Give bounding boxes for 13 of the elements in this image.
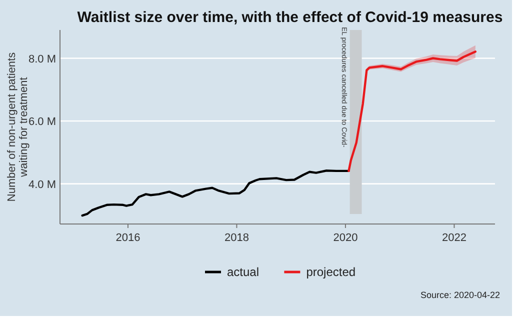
- x-tick-label: 2016: [116, 232, 140, 244]
- y-axis-title: Number of non-urgent patients waiting for treatment: [6, 52, 30, 202]
- y-tick-label: 4.0 M: [28, 178, 56, 191]
- y-tick-label: 6.0 M: [28, 116, 56, 128]
- chart-title: Waitlist size over time, with the effect of Covid-19 measures: [77, 9, 503, 26]
- legend-label: actual: [227, 265, 260, 279]
- source-note: Source: 2020-04-22: [420, 290, 500, 300]
- x-tick-label: 2018: [224, 232, 249, 244]
- y-tick-label: 8.0 M: [28, 53, 56, 66]
- x-tick-label: 2020: [333, 232, 358, 244]
- x-tick-label: 2022: [442, 232, 466, 244]
- legend-label: projected: [306, 265, 356, 279]
- line-series: [81, 170, 350, 217]
